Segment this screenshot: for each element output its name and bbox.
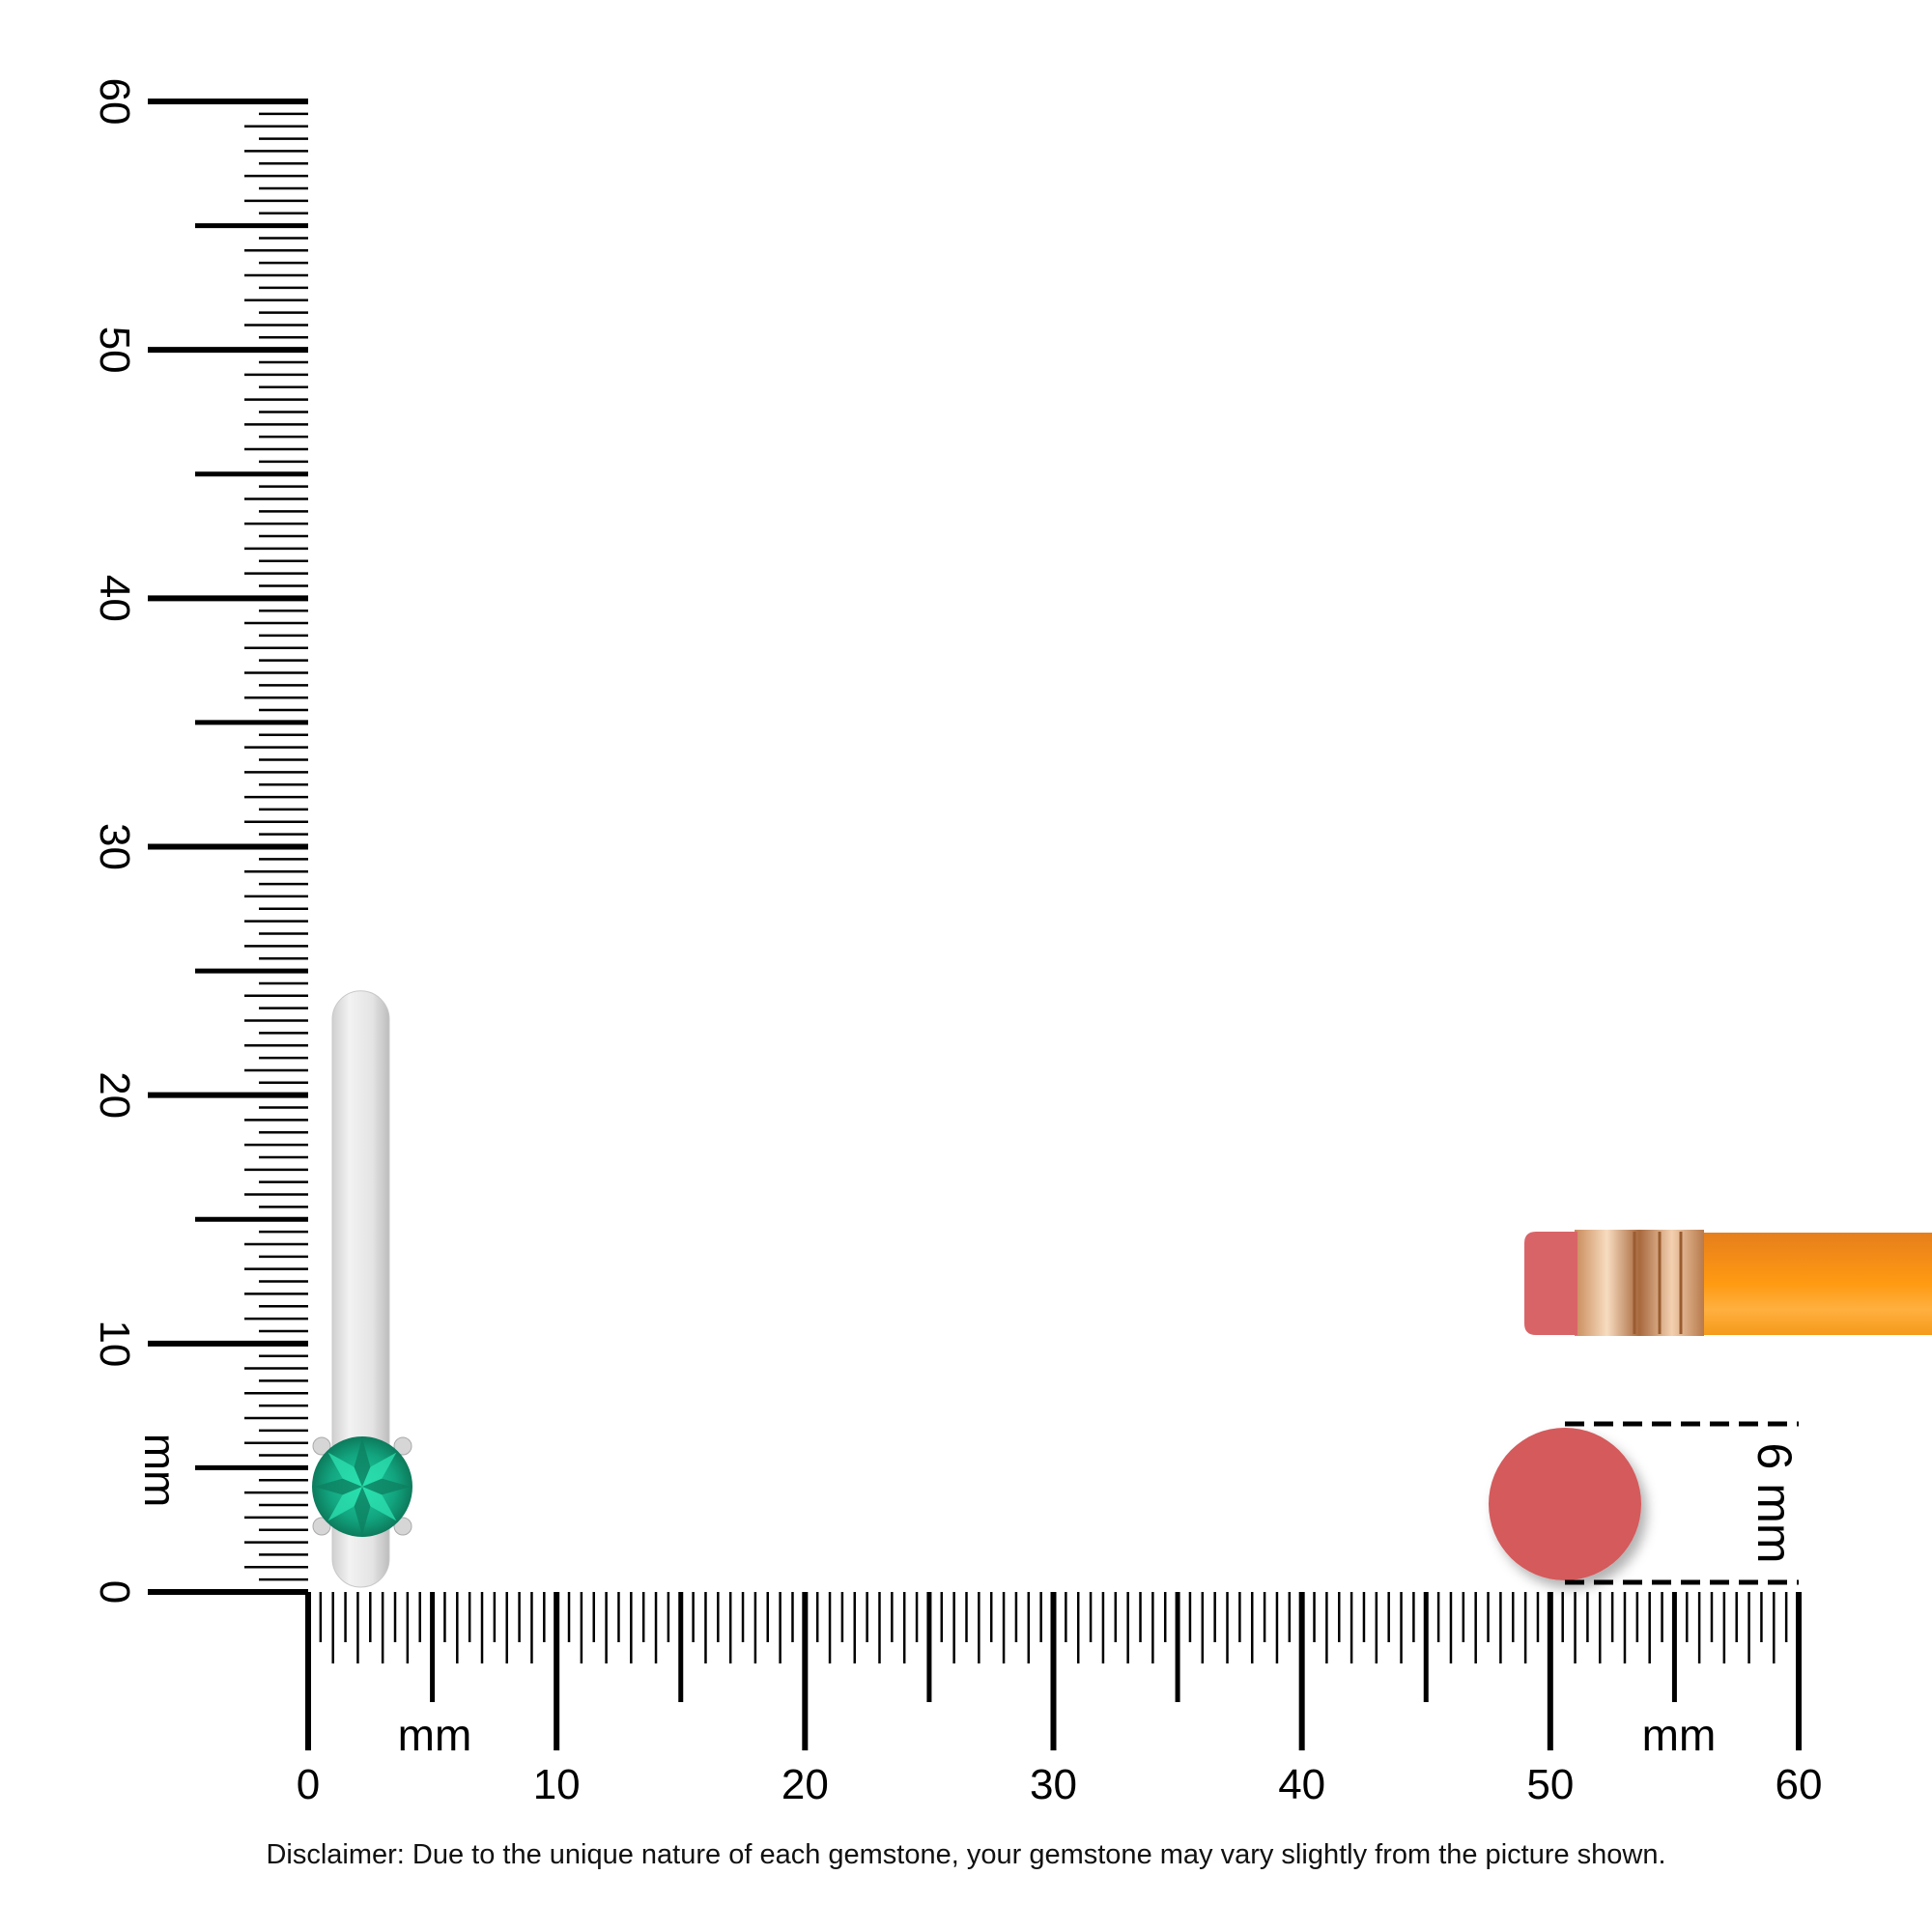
horizontal-unit-label-right: mm xyxy=(1642,1710,1717,1760)
earring-bar xyxy=(331,990,390,1588)
horizontal-tick-label: 40 xyxy=(1278,1761,1325,1808)
horizontal-tick-label: 10 xyxy=(533,1761,581,1808)
pencil-image xyxy=(1524,1230,1932,1336)
vertical-tick-label: 60 xyxy=(91,78,138,126)
horizontal-tick-label: 60 xyxy=(1776,1761,1823,1808)
gem-facet xyxy=(314,1478,362,1495)
gem-facet xyxy=(327,1452,362,1487)
vertical-tick-label: 20 xyxy=(91,1071,138,1119)
horizontal-tick-label: 30 xyxy=(1030,1761,1077,1808)
gem-facet xyxy=(362,1487,397,1521)
pencil-eraser xyxy=(1524,1232,1577,1335)
pencil-ferrule xyxy=(1575,1230,1704,1336)
horizontal-tick-label: 0 xyxy=(297,1761,320,1808)
prongs xyxy=(312,1436,412,1536)
disclaimer-text: Disclaimer: Due to the unique nature of … xyxy=(266,1839,1666,1870)
gem-facet xyxy=(354,1487,371,1535)
horizontal-tick-label: 50 xyxy=(1526,1761,1574,1808)
earring-image xyxy=(312,990,412,1588)
gem-facet xyxy=(354,1438,371,1487)
vertical-tick-label: 40 xyxy=(91,575,138,622)
gem-facet xyxy=(362,1478,411,1495)
horizontal-ruler xyxy=(305,1592,1802,1750)
gemstone-facets xyxy=(314,1438,411,1535)
pencil-body xyxy=(1700,1233,1932,1335)
vertical-tick-label: 50 xyxy=(91,327,138,374)
reference-size-label: 6 mm xyxy=(1747,1443,1802,1564)
horizontal-tick-label: 20 xyxy=(781,1761,829,1808)
vertical-ruler-labels: 0 10 20 30 40 50 60 xyxy=(91,78,138,1605)
vertical-tick-label: 0 xyxy=(91,1580,138,1604)
vertical-ruler xyxy=(148,99,308,1595)
horizontal-unit-label-left: mm xyxy=(398,1710,472,1760)
vertical-unit-label: mm xyxy=(135,1434,185,1508)
gem-facet xyxy=(327,1487,362,1521)
gem-facet xyxy=(362,1452,397,1487)
vertical-tick-label: 30 xyxy=(91,823,138,870)
vertical-tick-label: 10 xyxy=(91,1320,138,1367)
horizontal-ruler-labels: 0 10 20 30 40 50 60 xyxy=(297,1761,1823,1808)
reference-eraser-circle xyxy=(1489,1428,1641,1580)
